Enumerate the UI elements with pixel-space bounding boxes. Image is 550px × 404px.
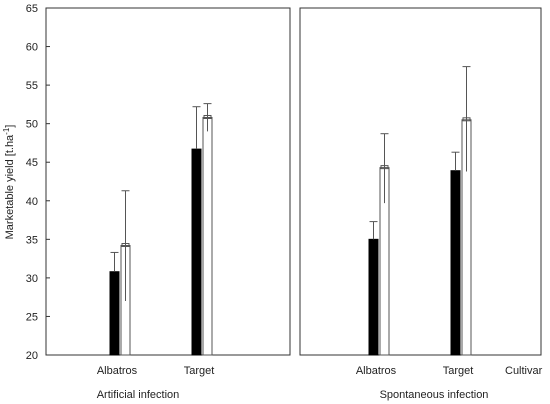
y-tick-label: 25 bbox=[26, 311, 38, 323]
y-axis: 20 25 30 35 40 45 50 55 60 65 bbox=[26, 3, 50, 362]
x-tick-label: Albatros bbox=[356, 365, 397, 377]
panel-xlabel: Spontaneous infection bbox=[380, 389, 489, 401]
y-tick-label: 45 bbox=[26, 157, 38, 169]
panel-1: Albatros Target Artificial infection bbox=[45, 7, 291, 401]
bar-solid bbox=[450, 170, 461, 356]
panel-frame bbox=[45, 7, 291, 356]
x-tick-label: Albatros bbox=[97, 365, 138, 377]
panel-xlabel: Artificial infection bbox=[97, 389, 180, 401]
y-axis-label: Marketable yield [t.ha-1] bbox=[2, 125, 16, 240]
x-tick-label: Target bbox=[443, 365, 474, 377]
y-tick-label: 60 bbox=[26, 42, 38, 54]
bar-solid bbox=[109, 271, 120, 356]
y-tick-label: 30 bbox=[26, 273, 38, 285]
bar-solid bbox=[191, 148, 202, 356]
x-tick-label: Target bbox=[184, 365, 215, 377]
bar-hollow bbox=[202, 116, 213, 356]
y-tick-label: 20 bbox=[26, 350, 38, 362]
y-tick-label: 50 bbox=[26, 119, 38, 131]
panel-2: Albatros Target Spontaneous infection bbox=[299, 7, 542, 401]
y-tick-label: 35 bbox=[26, 234, 38, 246]
y-tick-label: 40 bbox=[26, 196, 38, 208]
cultivar-label: Cultivar bbox=[505, 365, 543, 377]
y-tick-label: 65 bbox=[26, 3, 38, 15]
y-tick-label: 55 bbox=[26, 80, 38, 92]
panel-frame bbox=[299, 7, 542, 356]
bar-solid bbox=[368, 238, 379, 356]
